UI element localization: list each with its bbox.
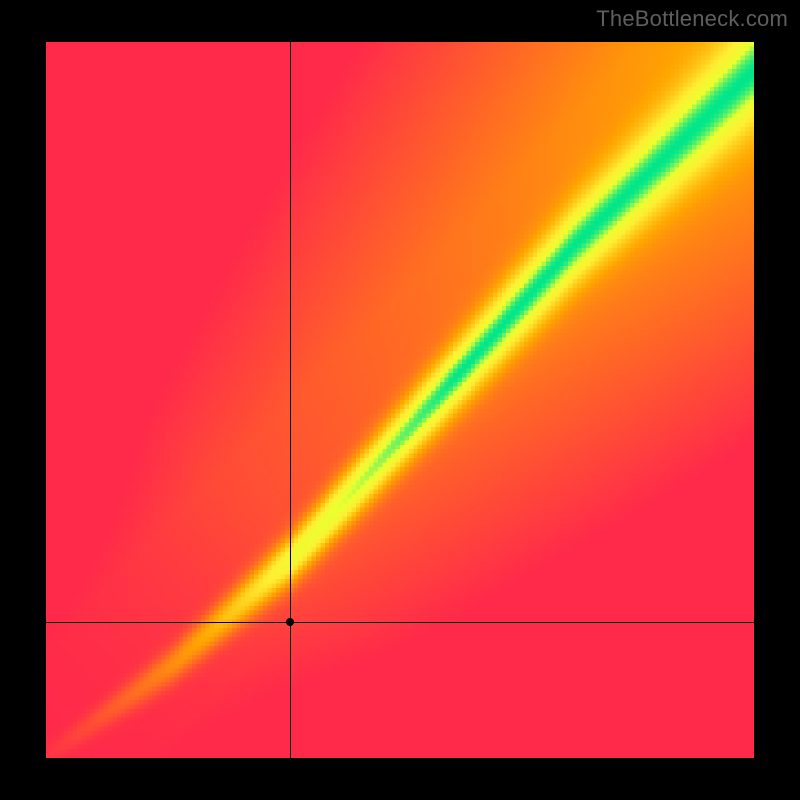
root: TheBottleneck.com	[0, 0, 800, 800]
crosshair-horizontal	[46, 622, 754, 623]
crosshair-marker	[286, 618, 294, 626]
heatmap-canvas	[46, 42, 754, 758]
heatmap-plot	[46, 42, 754, 758]
watermark-text: TheBottleneck.com	[596, 6, 788, 32]
crosshair-vertical	[290, 42, 291, 758]
